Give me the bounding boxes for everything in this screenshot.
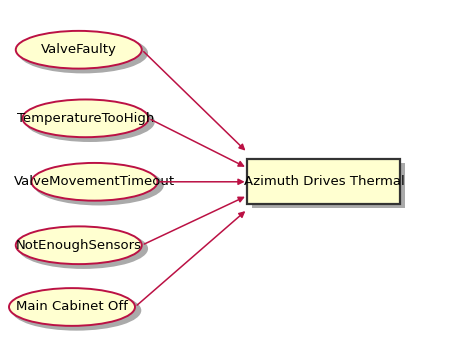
Text: Azimuth Drives Thermal: Azimuth Drives Thermal: [243, 175, 405, 188]
Ellipse shape: [32, 163, 158, 201]
Text: TemperatureTooHigh: TemperatureTooHigh: [17, 112, 154, 125]
Ellipse shape: [12, 290, 141, 331]
Ellipse shape: [16, 226, 142, 264]
Ellipse shape: [22, 99, 148, 137]
FancyBboxPatch shape: [252, 163, 405, 208]
Text: Main Cabinet Off: Main Cabinet Off: [16, 300, 128, 314]
Ellipse shape: [34, 165, 164, 205]
Text: NotEnoughSensors: NotEnoughSensors: [16, 239, 142, 252]
FancyBboxPatch shape: [248, 159, 400, 204]
Ellipse shape: [18, 228, 148, 269]
Ellipse shape: [25, 102, 155, 142]
Ellipse shape: [18, 33, 148, 73]
Text: ValveFaulty: ValveFaulty: [41, 43, 117, 56]
Text: ValveMovementTimeout: ValveMovementTimeout: [14, 175, 175, 188]
Ellipse shape: [9, 288, 135, 326]
Ellipse shape: [16, 31, 142, 69]
